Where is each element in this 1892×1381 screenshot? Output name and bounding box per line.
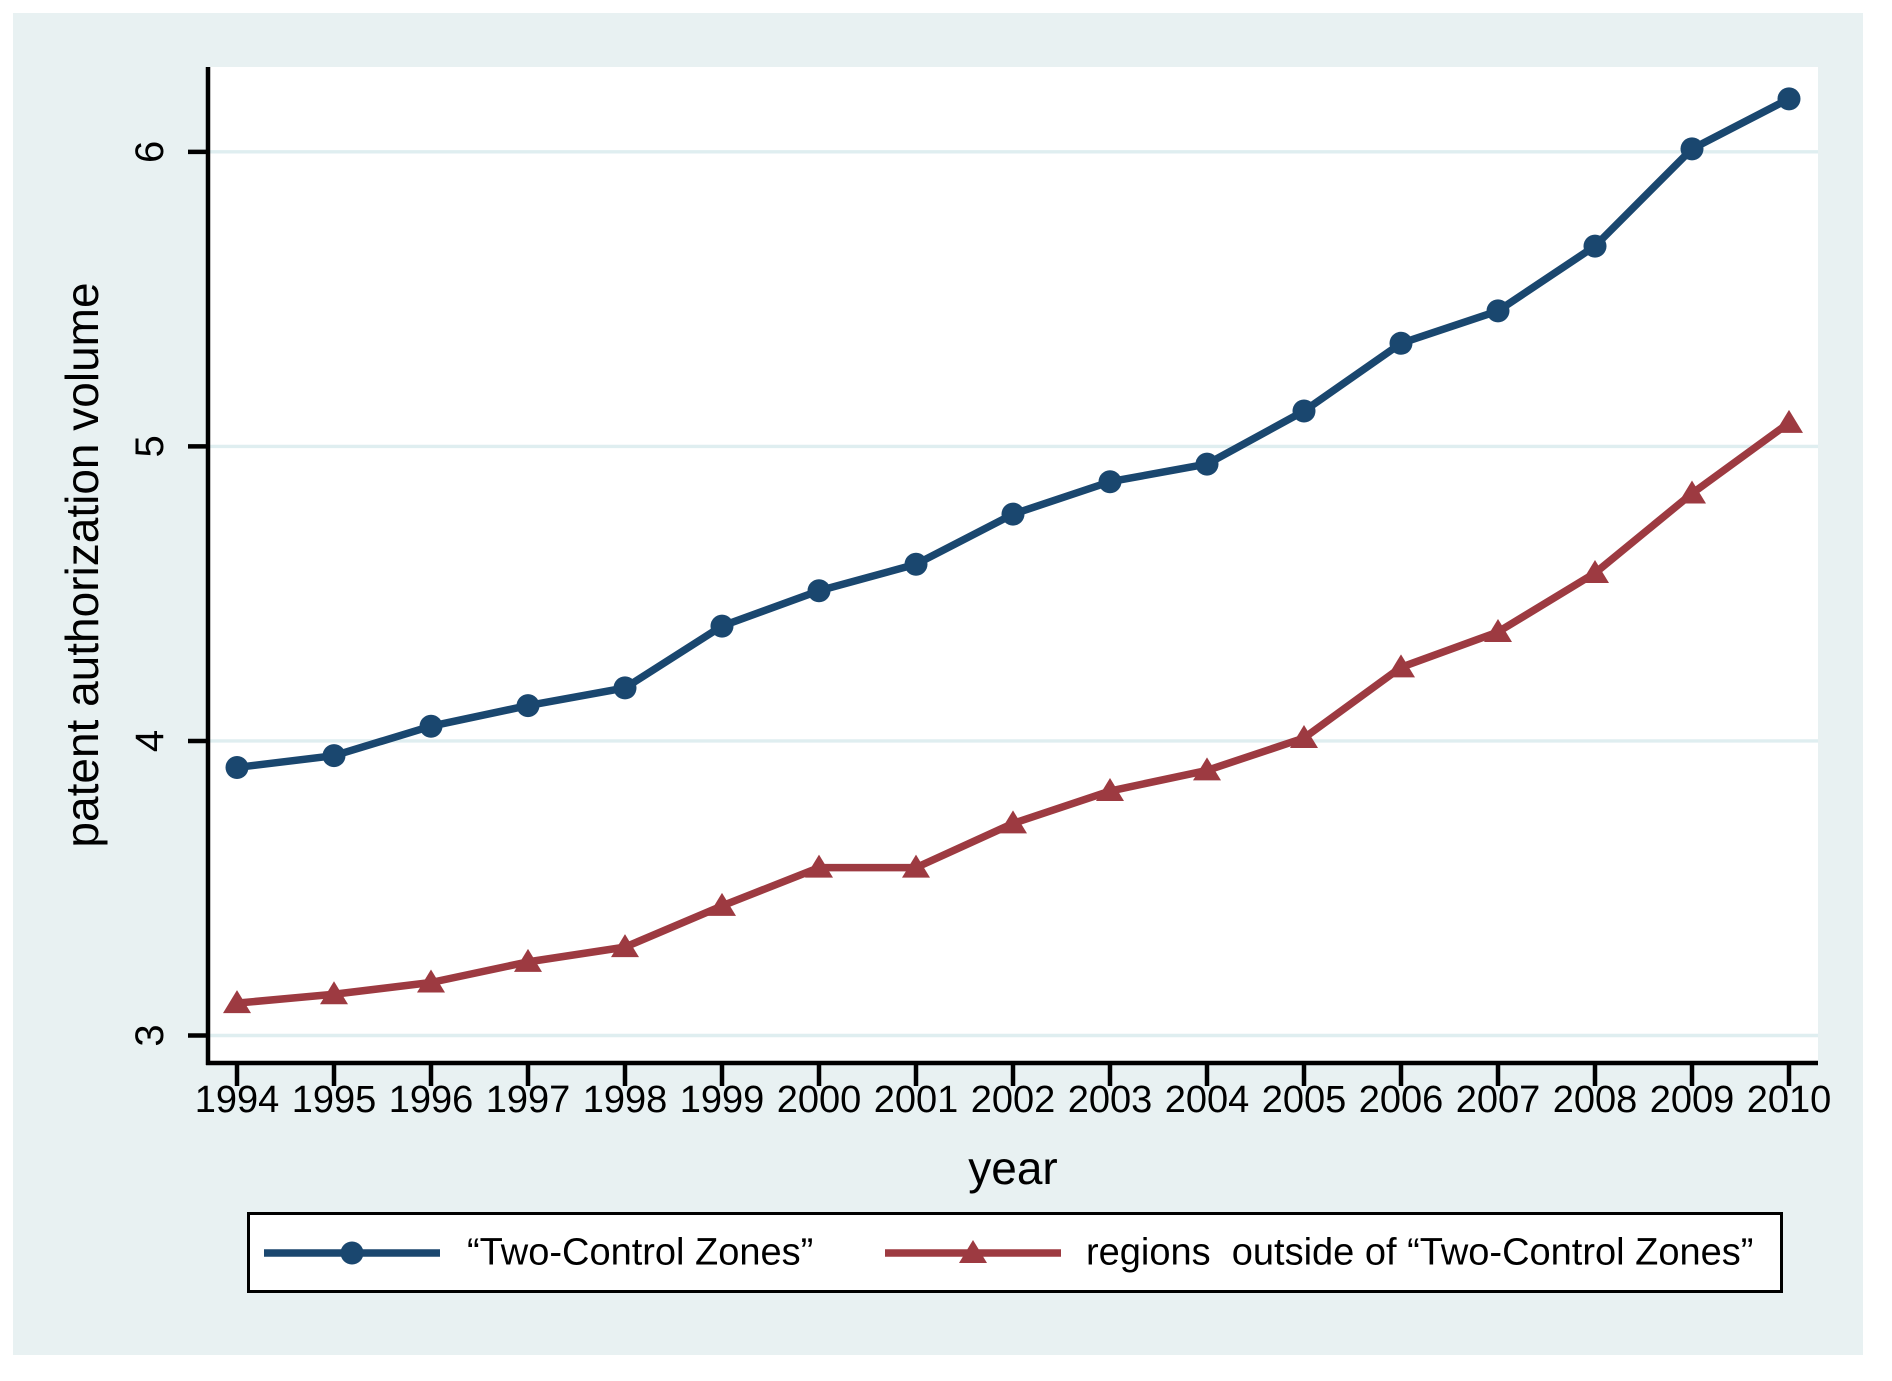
x-tick-label: 2002 (971, 1079, 1056, 1121)
x-tick-label: 2000 (777, 1079, 862, 1121)
x-tick-label: 1999 (680, 1079, 765, 1121)
data-point-marker (322, 744, 346, 768)
data-point-marker (516, 694, 540, 718)
data-point-marker (613, 676, 637, 700)
x-axis-title: year (968, 1142, 1058, 1194)
legend-marker (340, 1241, 364, 1264)
data-point-marker (807, 579, 831, 603)
data-point-marker (1775, 409, 1803, 433)
data-point-marker (1777, 87, 1801, 111)
y-tick-label: 4 (128, 730, 172, 752)
legend-swatch-regions-outside (885, 1239, 1061, 1263)
x-tick-label: 2009 (1650, 1079, 1735, 1121)
x-tick-label: 2005 (1262, 1079, 1347, 1121)
data-point-marker (1195, 452, 1219, 476)
data-point-marker (904, 552, 928, 576)
data-point-marker (710, 614, 734, 638)
data-point-marker (999, 810, 1027, 834)
data-point-marker (1001, 502, 1025, 526)
data-point-marker (1484, 618, 1512, 642)
data-point-marker (417, 969, 445, 993)
x-tick-label: 1998 (583, 1079, 668, 1121)
plot-area (208, 67, 1818, 1063)
y-tick-label: 5 (128, 435, 172, 457)
data-point-marker (708, 892, 736, 916)
data-point-marker (1389, 331, 1413, 355)
x-tick-label: 2006 (1359, 1079, 1444, 1121)
data-point-marker (419, 714, 443, 738)
data-point-marker (1387, 654, 1415, 678)
x-tick-label: 2008 (1553, 1079, 1638, 1121)
data-point-marker (1581, 560, 1609, 584)
y-tick-label: 3 (128, 1024, 172, 1046)
x-tick-label: 1997 (486, 1079, 571, 1121)
y-tick-label: 6 (128, 141, 172, 163)
legend-box: “Two-Control Zones” regions outside of “… (247, 1212, 1783, 1293)
data-point-marker (1680, 137, 1704, 161)
x-tick-label: 2003 (1068, 1079, 1153, 1121)
data-point-marker (1292, 399, 1316, 423)
legend-swatch-two-control-zones (264, 1241, 440, 1264)
legend-marker (959, 1239, 987, 1263)
data-point-marker (1096, 778, 1124, 802)
data-point-marker (1193, 757, 1221, 781)
data-point-marker (902, 854, 930, 878)
x-tick-label: 1995 (292, 1079, 377, 1121)
legend-label-two-control-zones: “Two-Control Zones” (467, 1231, 814, 1273)
x-tick-label: 1996 (389, 1079, 474, 1121)
x-tick-label: 2007 (1456, 1079, 1541, 1121)
data-point-marker (320, 981, 348, 1005)
data-point-marker (514, 948, 542, 972)
x-tick-label: 1994 (195, 1079, 280, 1121)
data-point-marker (1486, 299, 1510, 323)
data-point-marker (1583, 234, 1607, 258)
y-axis-title: patent authorization volume (56, 282, 108, 848)
x-tick-label: 2004 (1165, 1079, 1250, 1121)
data-point-marker (1290, 725, 1318, 749)
data-point-marker (611, 934, 639, 958)
data-point-marker (225, 755, 249, 779)
data-point-marker (805, 854, 833, 878)
x-tick-label: 2010 (1747, 1079, 1832, 1121)
data-point-marker (1098, 470, 1122, 494)
legend-label-regions-outside: regions outside of “Two-Control Zones” (1086, 1231, 1754, 1273)
data-point-marker (1678, 480, 1706, 504)
x-tick-label: 2001 (874, 1079, 959, 1121)
data-point-marker (223, 990, 251, 1014)
